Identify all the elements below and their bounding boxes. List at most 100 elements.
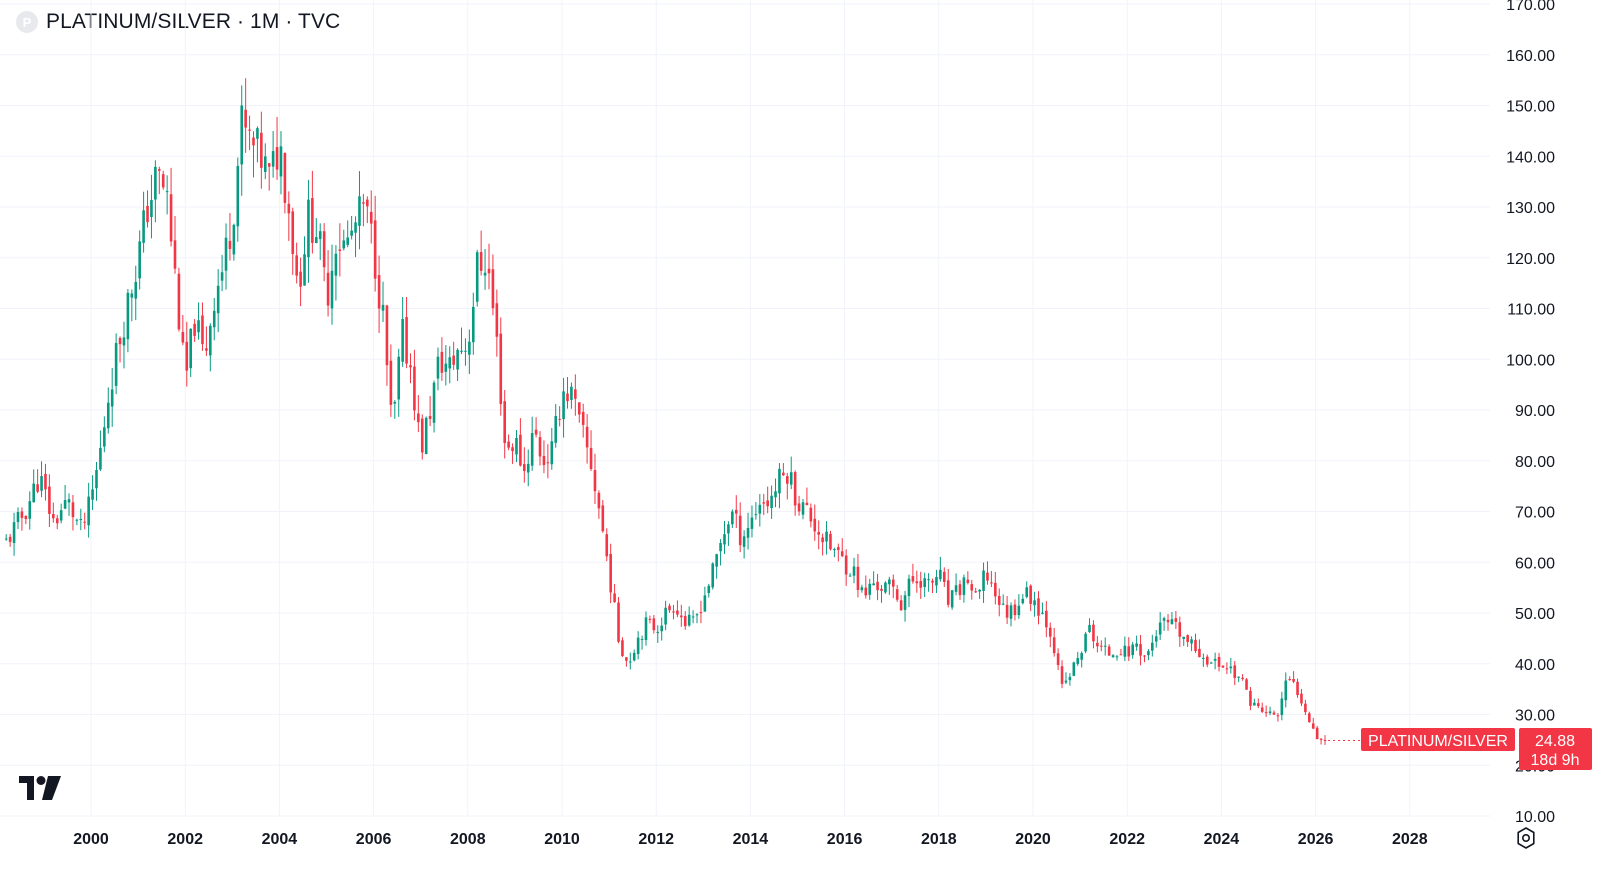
candle bbox=[263, 143, 267, 180]
platinum-symbol-icon[interactable]: P bbox=[16, 11, 38, 33]
candle bbox=[1221, 665, 1225, 668]
candle bbox=[597, 490, 601, 519]
candle bbox=[656, 625, 660, 643]
candle bbox=[452, 341, 455, 370]
candle bbox=[526, 449, 530, 487]
candle bbox=[833, 547, 836, 558]
candle bbox=[625, 657, 628, 667]
candle bbox=[1272, 710, 1276, 715]
candle bbox=[79, 508, 83, 531]
candle bbox=[1260, 702, 1264, 713]
candle bbox=[1135, 635, 1138, 651]
candle bbox=[562, 377, 565, 438]
candle bbox=[829, 530, 832, 551]
y-tick-label: 50.00 bbox=[1515, 606, 1555, 623]
x-tick-label: 2008 bbox=[450, 831, 486, 848]
candle bbox=[126, 289, 130, 353]
candle bbox=[817, 520, 820, 550]
candle bbox=[1186, 634, 1189, 647]
candle bbox=[232, 223, 236, 261]
candle bbox=[632, 649, 636, 662]
candle bbox=[1319, 738, 1323, 745]
symbol-tag-bg bbox=[1361, 728, 1515, 751]
candle bbox=[1127, 637, 1131, 662]
candle bbox=[169, 167, 173, 247]
candle bbox=[142, 191, 145, 253]
candle bbox=[840, 538, 844, 558]
x-tick-label: 2028 bbox=[1392, 831, 1428, 848]
candle bbox=[617, 597, 620, 644]
candle bbox=[785, 472, 789, 500]
candle bbox=[346, 220, 349, 248]
candle bbox=[267, 163, 271, 191]
candle bbox=[986, 561, 989, 585]
candle bbox=[577, 402, 581, 423]
candle bbox=[538, 431, 542, 466]
candle bbox=[636, 631, 640, 660]
candle bbox=[652, 614, 656, 634]
candle bbox=[483, 249, 487, 290]
candle bbox=[962, 574, 966, 603]
settings-icon[interactable] bbox=[1514, 826, 1538, 850]
candle bbox=[523, 447, 526, 483]
candle bbox=[279, 131, 283, 195]
chart-title[interactable]: PLATINUM/SILVER · 1M · TVC bbox=[46, 10, 341, 33]
candle bbox=[99, 430, 102, 471]
candle bbox=[248, 115, 251, 151]
candle bbox=[648, 615, 652, 624]
candle bbox=[660, 617, 663, 641]
candle bbox=[1060, 660, 1064, 689]
candle bbox=[1217, 652, 1221, 672]
candle bbox=[436, 347, 440, 391]
candle bbox=[1166, 614, 1170, 631]
candle bbox=[464, 338, 467, 366]
candle bbox=[899, 595, 903, 612]
candle bbox=[888, 576, 891, 595]
candle bbox=[444, 345, 448, 386]
candle bbox=[67, 493, 71, 516]
candle bbox=[114, 333, 118, 395]
candle bbox=[87, 482, 90, 538]
candle bbox=[1147, 648, 1150, 661]
candle bbox=[106, 387, 110, 434]
candle bbox=[1005, 596, 1009, 625]
candle bbox=[738, 502, 742, 553]
x-tick-label: 2016 bbox=[827, 831, 863, 848]
candle bbox=[1013, 599, 1017, 621]
candle bbox=[275, 116, 279, 180]
tradingview-logo-icon[interactable] bbox=[19, 776, 63, 802]
candle bbox=[570, 382, 573, 409]
candle bbox=[491, 254, 495, 316]
candle bbox=[895, 584, 899, 602]
candle bbox=[240, 85, 244, 196]
candle bbox=[1288, 676, 1291, 681]
candle bbox=[1096, 636, 1099, 653]
candle bbox=[1315, 725, 1319, 740]
candle bbox=[903, 590, 907, 622]
candle bbox=[809, 503, 813, 528]
y-tick-label: 100.00 bbox=[1506, 352, 1555, 369]
candle bbox=[676, 600, 679, 618]
candle bbox=[825, 521, 828, 555]
candle bbox=[1225, 662, 1229, 675]
candle bbox=[48, 474, 51, 528]
candle bbox=[122, 321, 126, 369]
candle bbox=[762, 493, 766, 516]
candle bbox=[260, 111, 263, 189]
candle bbox=[1300, 688, 1303, 707]
candle bbox=[1190, 636, 1193, 652]
candle bbox=[1041, 602, 1044, 615]
candle bbox=[193, 319, 196, 342]
candle bbox=[585, 414, 589, 464]
candle bbox=[982, 562, 985, 603]
candle bbox=[456, 348, 459, 381]
price-axis[interactable]: 10.0020.0030.0040.0050.0060.0070.0080.00… bbox=[1506, 0, 1555, 826]
candle bbox=[8, 533, 12, 547]
time-axis[interactable]: 2000 2002 2004 2006 2008 2010 2012 2014 2016 2018… bbox=[73, 831, 1427, 848]
candle bbox=[734, 495, 738, 528]
candle bbox=[389, 344, 393, 417]
candle bbox=[1311, 717, 1315, 730]
y-tick-label: 120.00 bbox=[1506, 251, 1555, 268]
candle bbox=[593, 453, 597, 504]
